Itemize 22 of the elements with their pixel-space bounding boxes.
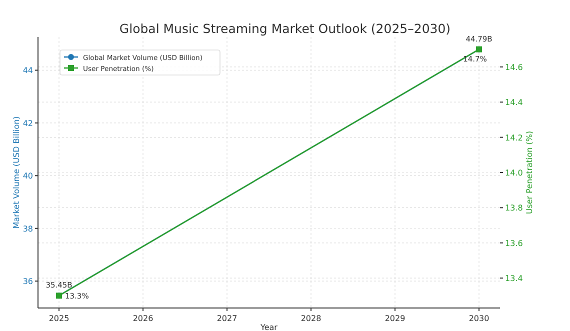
x-tick-label: 2027 <box>216 314 238 323</box>
y2-tick-label: 13.6 <box>505 238 523 248</box>
x-tick-label: 2028 <box>300 314 322 323</box>
y-tick-label: 42 <box>22 118 33 128</box>
x-tick-label: 2030 <box>468 314 490 323</box>
x-axis-title: Year <box>260 323 278 331</box>
x-tick-label: 2026 <box>132 314 154 323</box>
y2-tick-label: 13.4 <box>505 274 523 284</box>
y2-tick-label: 14.0 <box>505 168 523 178</box>
y-axis-title: Market Volume (USD Billion) <box>12 116 21 229</box>
y2-tick-label: 13.8 <box>505 204 523 213</box>
y-tick-label: 36 <box>22 277 33 286</box>
y2-tick-label: 14.2 <box>505 133 523 142</box>
y-tick-label: 44 <box>22 66 33 76</box>
x-tick-label: 2025 <box>48 314 70 323</box>
y2-axis-title: User Penetration (%) <box>525 130 534 214</box>
y2-tick-label: 14.6 <box>505 62 523 72</box>
y-tick-label: 40 <box>22 172 33 181</box>
y-tick-label: 38 <box>22 224 33 234</box>
chart-title: Global Music Streaming Market Outlook (2025–2030) <box>119 21 451 36</box>
x-tick-label: 2029 <box>384 314 406 323</box>
y2-tick-label: 14.4 <box>505 98 523 108</box>
